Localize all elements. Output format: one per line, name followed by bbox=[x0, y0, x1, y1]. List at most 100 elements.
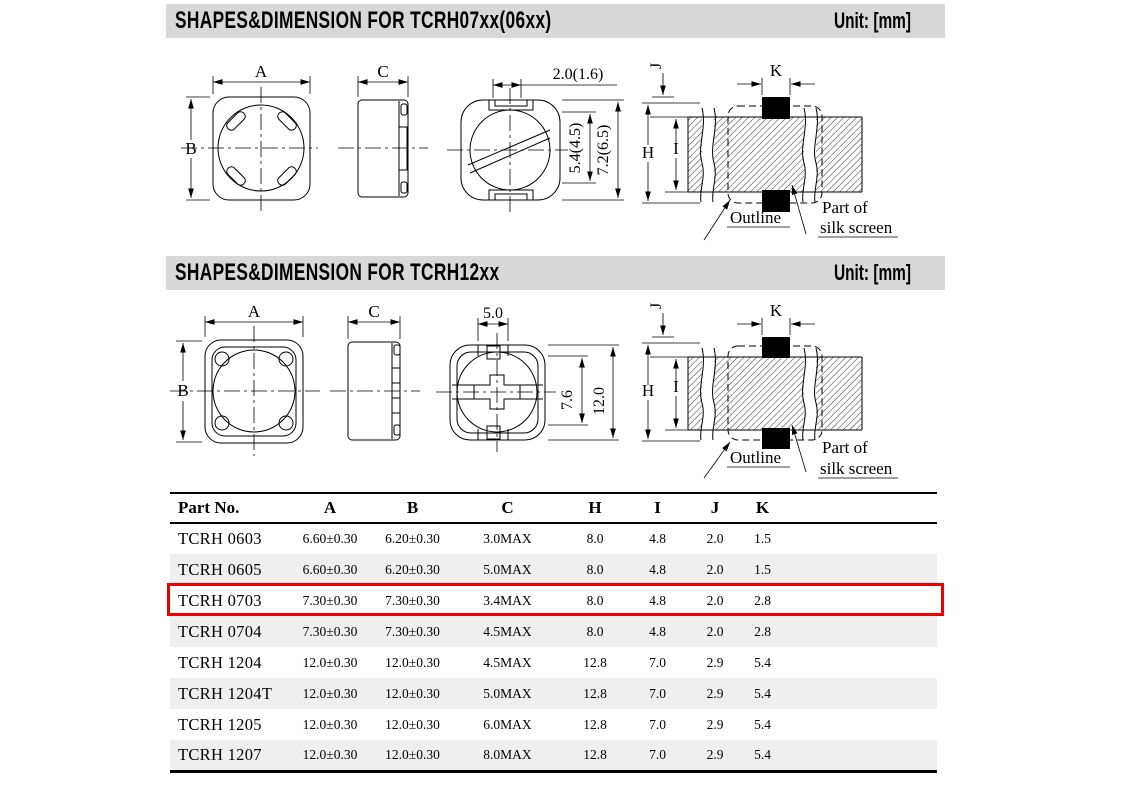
part-no-cell: TCRH 0704 bbox=[178, 621, 262, 641]
value-cell: 7.0 bbox=[649, 716, 666, 732]
section1-header-bar: SHAPES&DIMENSION FOR TCRH07xx(06xx) Unit… bbox=[166, 4, 945, 38]
table-row-tcrh1204t: TCRH 1204T 12.0±0.30 12.0±0.30 5.0MAX 12… bbox=[170, 678, 937, 709]
component-body bbox=[460, 99, 561, 201]
component-body bbox=[204, 339, 304, 444]
value-cell: 2.0 bbox=[706, 531, 724, 546]
value-cell: 2.8 bbox=[754, 592, 771, 608]
table-row-tcrh0603: TCRH 0603 6.60±0.30 6.20±0.30 3.0MAX 8.0… bbox=[170, 523, 937, 554]
dim-label-h: H bbox=[642, 143, 654, 162]
value-cell: 6.20±0.30 bbox=[385, 531, 440, 546]
value-cell: 4.8 bbox=[649, 623, 666, 639]
dim-label-a: A bbox=[255, 62, 268, 81]
tcrh12-top-view: A B bbox=[170, 302, 320, 456]
core-circle bbox=[212, 349, 296, 433]
value-cell: 12.0±0.30 bbox=[302, 685, 358, 701]
value-cell: 4.8 bbox=[649, 592, 666, 608]
value-cell: 4.8 bbox=[649, 531, 666, 546]
col-header-i: I bbox=[654, 498, 661, 517]
dim-label-i: I bbox=[673, 139, 679, 158]
dim-label-c: C bbox=[368, 302, 379, 321]
value-cell: 12.0±0.30 bbox=[385, 716, 440, 732]
dimension-terminal-width: 2.0(1.6) bbox=[492, 66, 617, 98]
part-no-cell: TCRH 1205 bbox=[178, 714, 262, 734]
part-no-cell: TCRH 1204 bbox=[178, 652, 262, 672]
section2-unit-label: Unit: [mm] bbox=[834, 260, 911, 285]
dimension-b: B bbox=[185, 96, 210, 201]
table-row-tcrh0703-highlighted: TCRH 0703 7.30±0.30 7.30±0.30 3.4MAX 8.0… bbox=[170, 585, 937, 616]
dimension-a: A bbox=[204, 302, 304, 337]
dimension-c: C bbox=[347, 302, 401, 339]
value-cell: 12.8 bbox=[583, 685, 607, 701]
tcrh12-bottom-view: 5.0 7.6 12.0 bbox=[436, 305, 619, 452]
core-circle bbox=[469, 109, 551, 191]
dimension-inner-height: 5.4(4.5) bbox=[562, 111, 596, 184]
value-cell: 4.8 bbox=[649, 561, 666, 577]
value-cell: 7.30±0.30 bbox=[385, 623, 440, 639]
table-row-tcrh0704: TCRH 0704 7.30±0.30 7.30±0.30 4.5MAX 8.0… bbox=[170, 616, 937, 647]
dim-label-outer-height: 7.2(6.5) bbox=[595, 125, 612, 176]
value-cell: 4.5MAX bbox=[483, 654, 532, 670]
section1-unit-label: Unit: [mm] bbox=[834, 8, 911, 33]
tcrh07-bottom-view: 2.0(1.6) 5.4(4.5) 7.2(6.5) bbox=[447, 66, 624, 214]
value-cell: 1.5 bbox=[754, 561, 771, 577]
dimension-h: H bbox=[642, 342, 700, 442]
core-circle bbox=[456, 351, 538, 433]
value-cell: 1.5 bbox=[754, 531, 771, 546]
col-header-part-no: Part No. bbox=[178, 498, 240, 517]
spacer-cell bbox=[785, 740, 937, 771]
land-pad-top bbox=[762, 337, 790, 358]
center-cross-slot bbox=[473, 374, 521, 410]
land-pad-top bbox=[762, 97, 790, 119]
section2-title: SHAPES&DIMENSION FOR TCRH12xx bbox=[175, 259, 500, 286]
value-cell: 7.0 bbox=[649, 685, 666, 701]
dimension-k: K bbox=[737, 61, 815, 95]
dim-label-j: J bbox=[648, 303, 665, 309]
silk-screen-area bbox=[688, 117, 702, 192]
terminal-top bbox=[488, 99, 534, 111]
value-cell: 5.4 bbox=[754, 746, 771, 762]
component-body bbox=[357, 99, 409, 198]
dimension-k: K bbox=[737, 301, 815, 335]
section1-title: SHAPES&DIMENSION FOR TCRH07xx(06xx) bbox=[175, 7, 552, 34]
value-cell: 12.8 bbox=[583, 716, 607, 732]
dimension-j: J bbox=[648, 63, 688, 118]
dim-label-terminal-width: 2.0(1.6) bbox=[553, 66, 604, 83]
silk-screen-callout: Part of silk screen bbox=[791, 184, 898, 238]
silk-screen-label-line1: Part of bbox=[822, 198, 868, 217]
value-cell: 3.0MAX bbox=[483, 531, 532, 546]
dimension-inner-height: 7.6 bbox=[548, 355, 588, 426]
value-cell: 6.0MAX bbox=[483, 716, 532, 732]
dim-label-b: B bbox=[177, 381, 188, 400]
terminal-top bbox=[486, 345, 501, 360]
value-cell: 12.0±0.30 bbox=[302, 654, 358, 670]
land-pad-bottom bbox=[762, 428, 790, 449]
value-cell: 8.0 bbox=[586, 623, 604, 639]
tcrh12-side-view: C bbox=[330, 302, 420, 441]
spacer-cell bbox=[785, 678, 937, 709]
silk-screen-area bbox=[688, 357, 702, 430]
table-row-tcrh1207: TCRH 1207 12.0±0.30 12.0±0.30 8.0MAX 12.… bbox=[170, 740, 937, 771]
value-cell: 12.8 bbox=[583, 746, 607, 762]
silk-screen-label-line2: silk screen bbox=[820, 459, 893, 478]
dim-label-outer-height: 12.0 bbox=[591, 387, 608, 415]
part-no-cell: TCRH 0605 bbox=[178, 559, 262, 579]
value-cell: 2.9 bbox=[706, 746, 724, 762]
terminal-bottom bbox=[486, 425, 501, 440]
tcrh07-land-pattern: K J H I Outli bbox=[642, 61, 898, 241]
value-cell: 6.60±0.30 bbox=[302, 531, 358, 546]
outline-dashed-rect bbox=[727, 105, 823, 204]
value-cell: 2.0 bbox=[706, 623, 724, 639]
part-no-cell: TCRH 1204T bbox=[178, 683, 273, 703]
dim-label-h: H bbox=[642, 381, 654, 400]
col-header-h: H bbox=[588, 498, 602, 517]
value-cell: 7.0 bbox=[649, 746, 666, 762]
value-cell: 2.0 bbox=[706, 592, 724, 608]
col-header-c: C bbox=[501, 498, 514, 517]
value-cell: 12.0±0.30 bbox=[302, 716, 358, 732]
value-cell: 5.4 bbox=[754, 685, 771, 701]
value-cell: 8.0 bbox=[586, 531, 604, 546]
drawing-tcrh07: A B C bbox=[181, 61, 898, 241]
outline-callout: Outline bbox=[703, 441, 790, 479]
dim-label-k: K bbox=[770, 61, 783, 80]
col-header-k: K bbox=[755, 498, 770, 517]
